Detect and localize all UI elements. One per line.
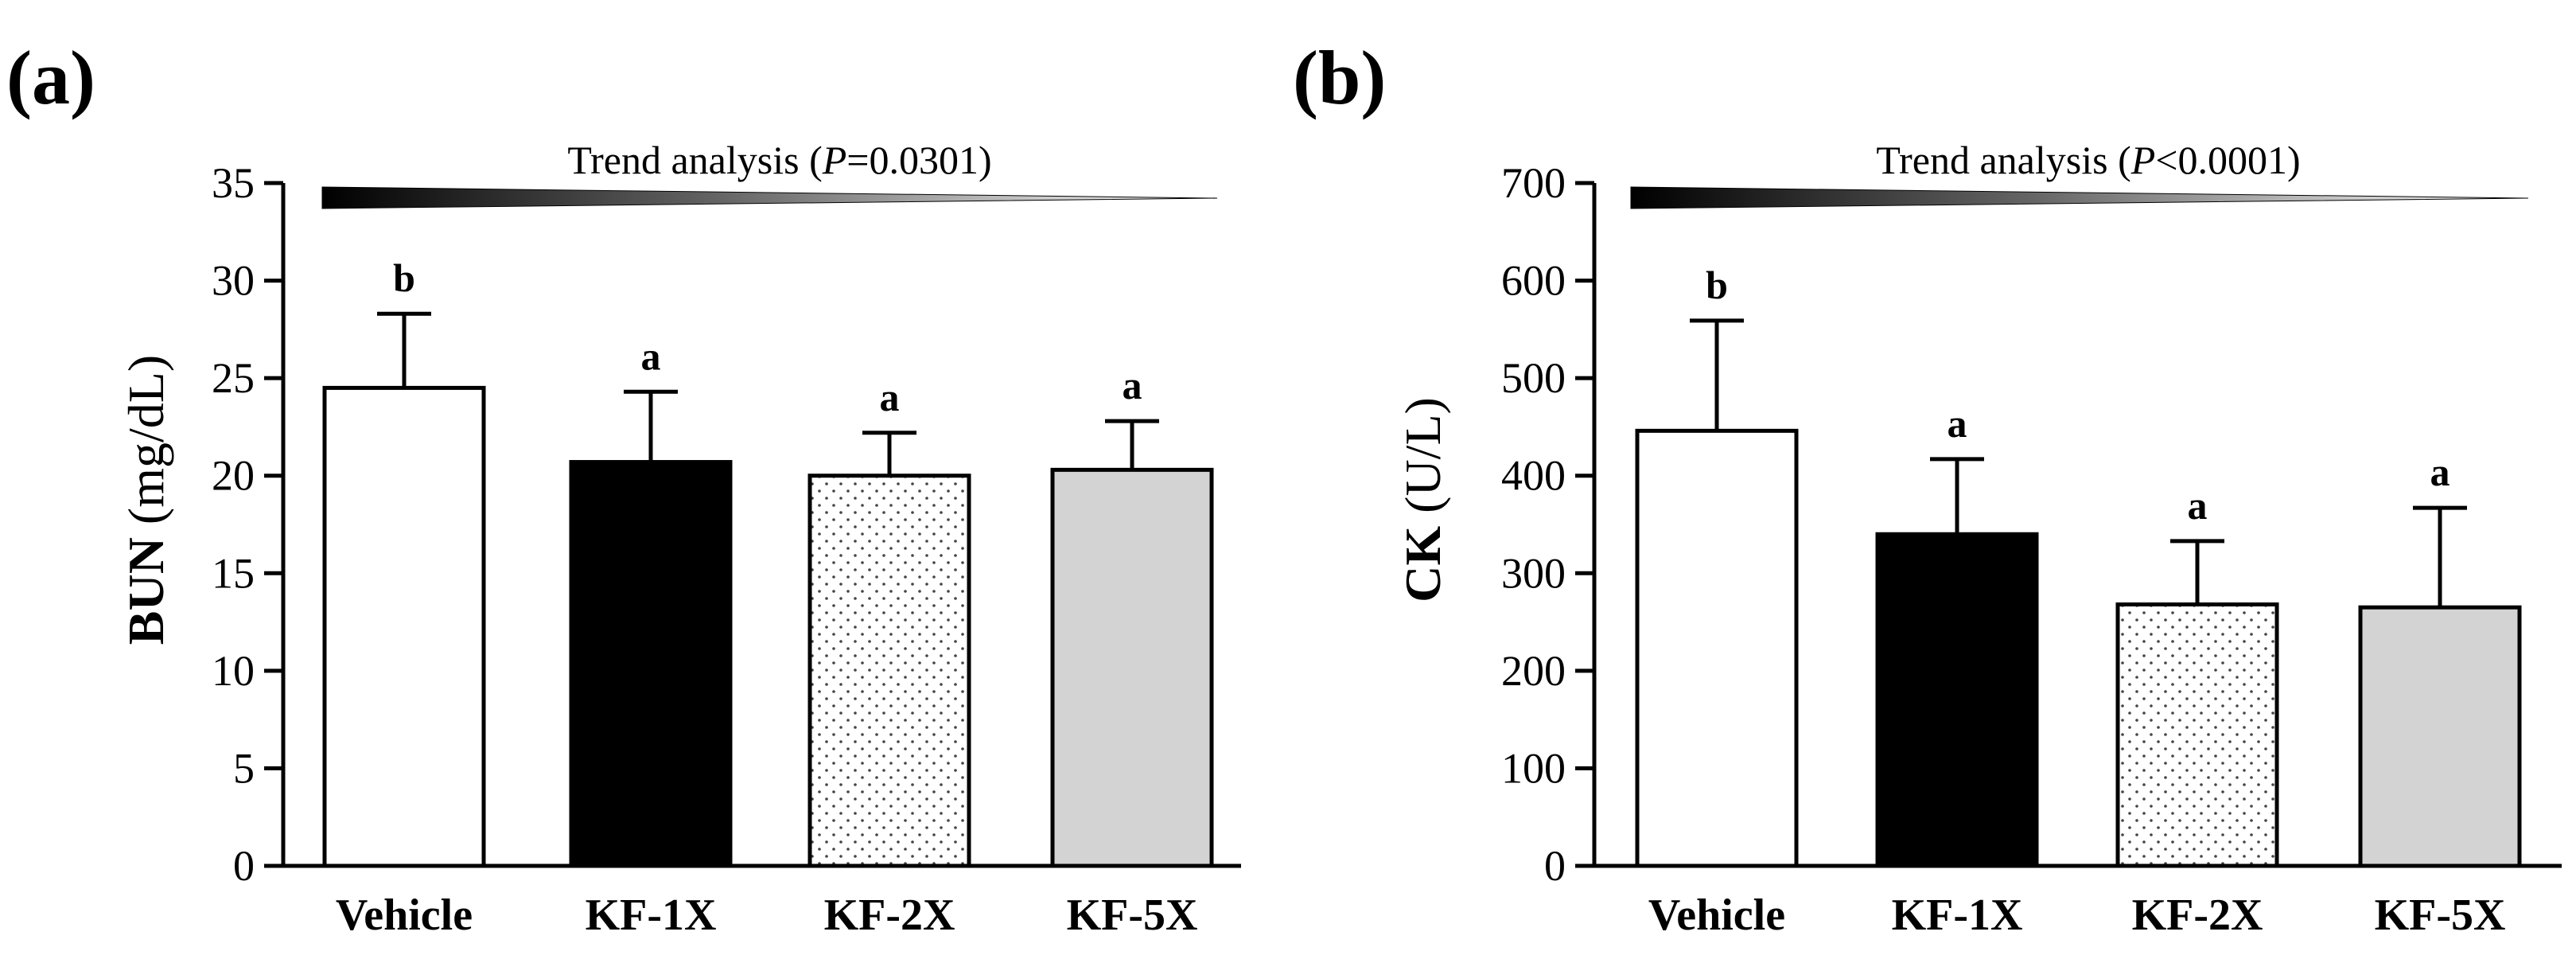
y-ticks: 0 100 200 300 400 500 600 700	[1501, 159, 1594, 890]
significance-label: a	[2188, 483, 2208, 528]
bars: b Vehicle a KF-1X a KF-2X a KF-5X	[1635, 263, 2522, 940]
y-tick-label: 300	[1501, 549, 1566, 597]
y-tick-label: 100	[1501, 744, 1566, 792]
panel-a: (a) BUN (mg/dL) Trend analysis (P=0.0301…	[6, 35, 1241, 940]
bar-kf-5x	[1050, 467, 1214, 868]
x-tick-label: Vehicle	[1648, 891, 1785, 940]
significance-label: a	[2430, 450, 2450, 494]
y-tick-label: 600	[1501, 257, 1566, 305]
y-tick-label: 25	[212, 354, 255, 402]
x-tick-label: KF-1X	[1892, 891, 2023, 940]
bar-vehicle	[1635, 428, 1799, 868]
panel-label: (a)	[6, 35, 95, 120]
y-tick-label: 700	[1501, 159, 1566, 207]
y-ticks: 0 5 10 15 20 25 30 35	[212, 159, 283, 890]
x-tick-label: Vehicle	[336, 891, 473, 940]
y-tick-label: 0	[1544, 842, 1566, 890]
x-tick-label: KF-1X	[586, 891, 717, 940]
significance-label: a	[1948, 401, 1967, 446]
y-tick-label: 500	[1501, 354, 1566, 402]
x-tick-label: KF-2X	[2132, 891, 2263, 940]
y-tick-label: 5	[233, 744, 255, 792]
trend-label: Trend analysis (P=0.0301)	[567, 138, 991, 182]
bar-kf-1x	[569, 460, 733, 868]
x-tick-label: KF-2X	[824, 891, 955, 940]
y-tick-label: 10	[212, 647, 255, 695]
panel-b: (b) CK (U/L) Trend analysis (P<0.0001) 0…	[1293, 35, 2562, 940]
trend-label: Trend analysis (P<0.0001)	[1876, 138, 2300, 182]
y-tick-label: 35	[212, 159, 255, 207]
y-tick-label: 15	[212, 549, 255, 597]
bar-kf-2x	[807, 474, 971, 868]
significance-label: a	[641, 333, 661, 378]
bar-kf-1x	[1875, 532, 2039, 868]
bar-kf-2x	[2115, 602, 2279, 868]
bar-kf-5x	[2358, 605, 2522, 868]
y-tick-label: 20	[212, 452, 255, 500]
bars: b Vehicle a KF-1X a KF-2X a KF-5X	[322, 255, 1214, 940]
y-tick-label: 200	[1501, 647, 1566, 695]
significance-label: a	[1123, 363, 1142, 407]
trend-wedge	[321, 186, 1218, 209]
y-tick-label: 0	[233, 842, 255, 890]
y-tick-label: 400	[1501, 452, 1566, 500]
bar-vehicle	[322, 385, 486, 868]
x-tick-label: KF-5X	[1067, 891, 1198, 940]
significance-label: b	[393, 255, 415, 300]
y-axis-label: CK (U/L)	[1395, 397, 1451, 602]
y-axis-label: BUN (mg/dL)	[118, 355, 174, 645]
y-tick-label: 30	[212, 257, 255, 305]
trend-wedge	[1630, 186, 2529, 209]
x-tick-label: KF-5X	[2375, 891, 2506, 940]
significance-label: b	[1706, 263, 1728, 307]
panel-label: (b)	[1293, 35, 1386, 120]
significance-label: a	[880, 375, 900, 419]
